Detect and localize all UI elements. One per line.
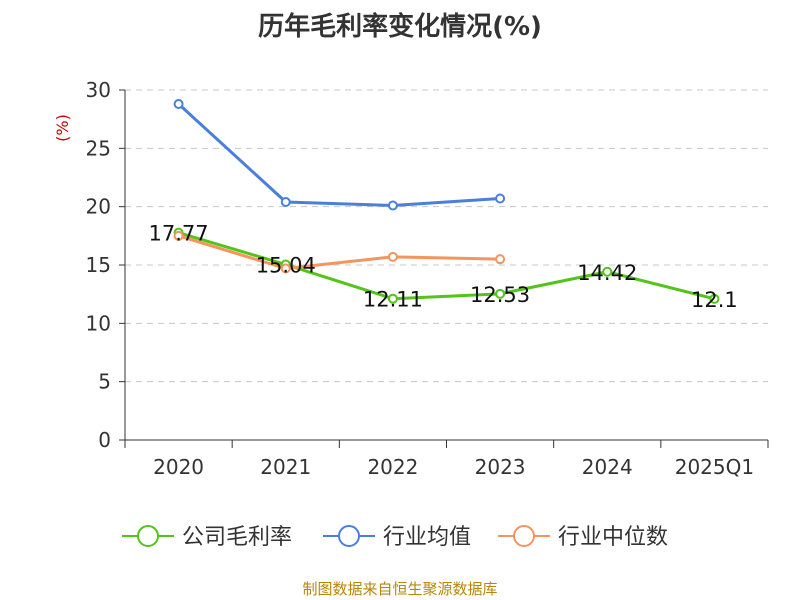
legend-marker-icon	[513, 525, 535, 547]
legend-marker-icon	[338, 525, 360, 547]
chart-title: 历年毛利率变化情况(%)	[258, 12, 542, 42]
x-tick-label: 2025Q1	[675, 455, 754, 479]
x-tick-label: 2022	[367, 455, 418, 479]
data-point	[602, 266, 613, 277]
y-tick-label: 15	[86, 253, 111, 277]
data-label: 12.11	[363, 288, 423, 312]
data-point	[173, 99, 184, 109]
data-point	[709, 293, 720, 304]
data-label: 12.1	[691, 288, 738, 312]
y-tick-label: 5	[98, 370, 111, 394]
data-source: 制图数据来自恒生聚源数据库	[302, 580, 498, 598]
x-tick-label: 2021	[260, 455, 311, 479]
data-point	[280, 197, 291, 207]
axes: 0 5 10 15 20 25 30 2020 2021 2022 2023 2024 2025Q1	[86, 78, 769, 479]
data-point	[495, 254, 506, 265]
y-tick-label: 20	[86, 195, 111, 219]
data-label: 14.42	[577, 261, 637, 285]
data-label: 12.53	[470, 283, 530, 307]
y-tick-label: 0	[98, 428, 111, 452]
series-lines	[173, 99, 720, 304]
x-tick-label: 2023	[475, 455, 526, 479]
series-line	[177, 102, 501, 207]
grid-lines	[125, 89, 768, 383]
legend-marker-icon	[137, 525, 159, 547]
data-point	[173, 230, 184, 241]
data-labels: 17.77 15.04 12.11 12.53 14.42 12.1	[149, 222, 738, 312]
x-tick-label: 2024	[582, 455, 633, 479]
y-tick-label: 25	[86, 136, 111, 160]
legend: 公司毛利率 行业均值 行业中位数	[122, 525, 668, 550]
data-label: 17.77	[149, 222, 209, 246]
legend-label: 行业均值	[383, 525, 471, 550]
y-axis-label: (%)	[53, 114, 72, 142]
data-label: 15.04	[256, 254, 316, 278]
x-tick-label: 2020	[153, 455, 204, 479]
data-point	[495, 193, 506, 204]
series-line	[178, 234, 501, 270]
data-point	[387, 200, 398, 211]
y-tick-label: 10	[86, 311, 111, 335]
data-point	[387, 251, 398, 262]
data-point	[495, 288, 506, 299]
data-point	[387, 293, 398, 304]
legend-label: 公司毛利率	[182, 525, 292, 550]
series-line	[178, 231, 715, 301]
data-point	[280, 263, 291, 274]
y-tick-label: 30	[86, 78, 111, 102]
legend-label: 行业中位数	[558, 525, 668, 550]
